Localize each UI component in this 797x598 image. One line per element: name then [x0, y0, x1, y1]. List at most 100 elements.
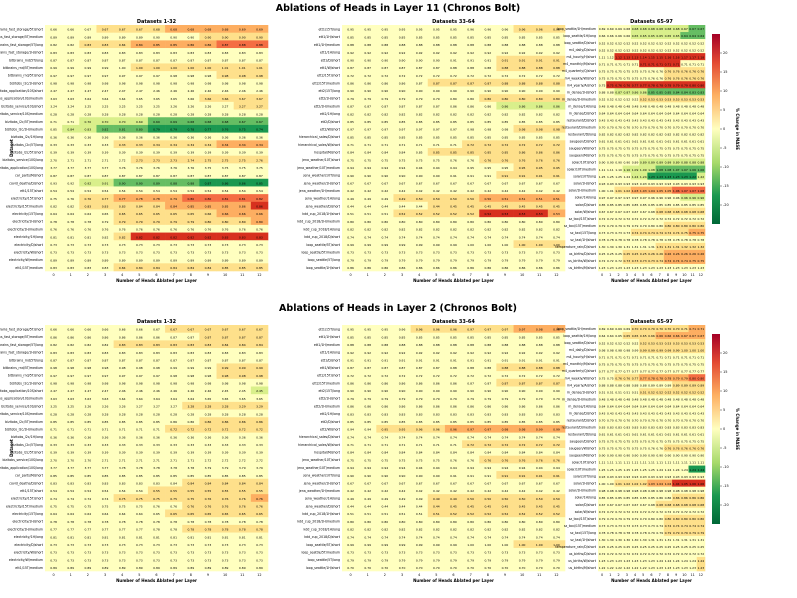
cell-value: 0.85 — [665, 203, 672, 207]
heatmap-cell — [250, 25, 269, 33]
colorbar-label: % Change in MASE — [735, 108, 740, 150]
cell-value: 0.75 — [102, 505, 109, 509]
cell-value: 0.74 — [640, 231, 647, 235]
cell-value: 0.70 — [656, 327, 663, 331]
cell-value: 0.82 — [187, 235, 194, 239]
cell-value: 1.24 — [640, 175, 647, 179]
heatmap-cell — [655, 95, 665, 103]
cell-value: 0.75 — [615, 362, 622, 366]
cell-value: 0.52 — [689, 48, 696, 52]
cell-value: 0.95 — [347, 28, 354, 32]
cell-value: 1.08 — [656, 168, 663, 172]
cell-value: 0.36 — [67, 135, 74, 139]
cell-value: 0.33 — [85, 443, 92, 447]
cell-value: 0.66 — [607, 34, 614, 38]
cell-value: 0.33 — [85, 143, 92, 147]
row-label: sz_taxi/15T/medium — [564, 224, 596, 228]
x-tick-label: 11 — [690, 273, 694, 277]
heatmap-cell — [655, 123, 665, 131]
heatmap-cell — [216, 255, 234, 264]
cell-value: 0.89 — [640, 161, 647, 165]
heatmap-cell — [165, 217, 183, 226]
row-label: saugeen/M/short — [569, 154, 596, 158]
heatmap-cell — [663, 67, 673, 75]
heatmap-cell — [696, 158, 706, 166]
heatmap-cell — [147, 263, 166, 272]
cell-value: 0.85 — [450, 35, 457, 39]
cell-value: 0.42 — [502, 189, 509, 193]
cell-value: 0.85 — [502, 135, 509, 139]
heatmap-cell — [479, 124, 497, 133]
heatmap-cell — [530, 109, 549, 118]
cell-value: 0.61 — [640, 433, 647, 437]
cell-value: 0.87 — [67, 174, 74, 178]
cell-value: 0.91 — [553, 358, 560, 362]
cell-value: 0.70 — [648, 419, 655, 423]
heatmap-cell — [663, 46, 673, 54]
heatmap-cell — [530, 63, 549, 72]
heatmap-cell — [663, 74, 673, 82]
cell-value: 1.23 — [607, 266, 614, 270]
cell-value: 0.49 — [433, 497, 440, 501]
heatmap-cell — [182, 155, 200, 164]
cell-value: 0.91 — [502, 174, 509, 178]
cell-value: 0.53 — [502, 212, 509, 216]
cell-value: 0.99 — [102, 66, 109, 70]
cell-value: 0.88 — [553, 66, 560, 70]
cell-value: 0.65 — [640, 334, 647, 338]
heatmap-cell — [130, 263, 149, 272]
cell-value: 0.74 — [102, 497, 109, 501]
heatmap-cell — [216, 32, 234, 41]
cell-value: 0.81 — [222, 535, 229, 539]
cell-value: 0.88 — [502, 66, 509, 70]
heatmap-cell — [199, 224, 217, 233]
cell-value: 0.73 — [85, 243, 92, 247]
cell-value: 0.70 — [599, 419, 606, 423]
cell-value: 0.48 — [640, 105, 647, 109]
cell-value: 0.80 — [467, 220, 474, 224]
cell-value: 0.72 — [536, 443, 543, 447]
cell-value: 0.75 — [615, 440, 622, 444]
cell-value: 0.72 — [615, 217, 622, 221]
cell-value: 0.95 — [553, 166, 560, 170]
cell-value: 0.80 — [256, 220, 263, 224]
heatmap-cell — [479, 217, 497, 226]
heatmap-cell — [233, 155, 252, 164]
heatmap-cell — [130, 217, 149, 226]
cell-value: 0.73 — [85, 543, 92, 547]
cell-value: 0.90 — [205, 35, 212, 39]
heatmap-cell — [427, 71, 446, 80]
cell-value: 0.75 — [50, 505, 57, 509]
cell-value: 0.79 — [433, 97, 440, 101]
heatmap-cell — [216, 71, 234, 80]
heatmap-cell — [233, 163, 252, 172]
cell-value: 0.80 — [648, 224, 655, 228]
heatmap-cell — [113, 40, 132, 49]
heatmap-cell — [622, 81, 632, 89]
cell-value: 0.95 — [364, 328, 371, 332]
heatmap-cell — [376, 78, 394, 87]
cell-value: 0.76 — [222, 505, 229, 509]
row-label: hospital/M/short — [314, 151, 340, 155]
heatmap-cell — [614, 109, 623, 117]
cell-value: 3.64 — [153, 397, 160, 401]
cell-value: 0.98 — [153, 366, 160, 370]
heatmap-cell — [113, 178, 132, 187]
heatmap-cell — [199, 48, 217, 57]
heatmap-cell — [639, 67, 648, 75]
cell-value: 0.51 — [599, 390, 606, 394]
heatmap-cell — [130, 178, 149, 187]
heatmap-cell — [547, 232, 566, 241]
heatmap-cell — [462, 255, 480, 264]
row-label: hospital/M/short — [314, 451, 340, 455]
heatmap-cell — [479, 255, 497, 264]
cell-value: 0.85 — [519, 135, 526, 139]
cell-value: 0.90 — [450, 89, 457, 93]
cell-value: 0.33 — [102, 443, 109, 447]
cell-value: 2.71 — [85, 158, 92, 162]
cell-value: 0.69 — [615, 27, 622, 31]
heatmap-cell — [639, 88, 648, 96]
row-label: ett1/1H/medium — [314, 43, 340, 47]
heatmap-cell — [444, 217, 463, 226]
cell-value: 0.43 — [640, 119, 647, 123]
